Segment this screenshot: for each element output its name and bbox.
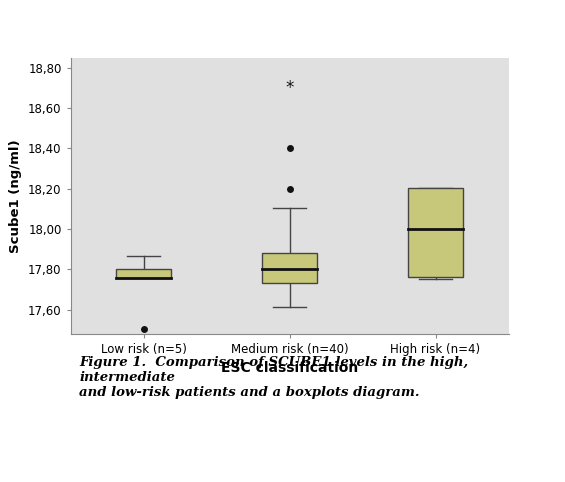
Text: Figure 1.  Comparison of SCUBE1 levels in the high, intermediate
and low-risk pa: Figure 1. Comparison of SCUBE1 levels in… <box>79 356 468 399</box>
FancyBboxPatch shape <box>262 253 318 283</box>
Text: *: * <box>285 79 294 97</box>
Y-axis label: Scube1 (ng/ml): Scube1 (ng/ml) <box>10 139 23 253</box>
FancyBboxPatch shape <box>116 269 171 278</box>
X-axis label: ESC classification: ESC classification <box>221 362 358 375</box>
FancyBboxPatch shape <box>408 187 463 277</box>
